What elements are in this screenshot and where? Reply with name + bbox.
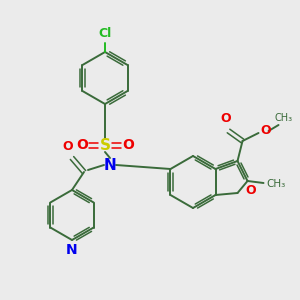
Text: N: N [66,243,78,257]
Text: O: O [260,124,271,137]
Text: O: O [245,184,256,197]
Text: CH₃: CH₃ [266,179,286,189]
Text: O: O [220,112,231,125]
Text: O: O [76,138,88,152]
Text: O: O [122,138,134,152]
Text: Cl: Cl [98,27,112,40]
Text: CH₃: CH₃ [274,113,292,123]
Text: O: O [63,140,73,153]
Text: N: N [103,158,116,172]
Text: S: S [100,137,110,152]
